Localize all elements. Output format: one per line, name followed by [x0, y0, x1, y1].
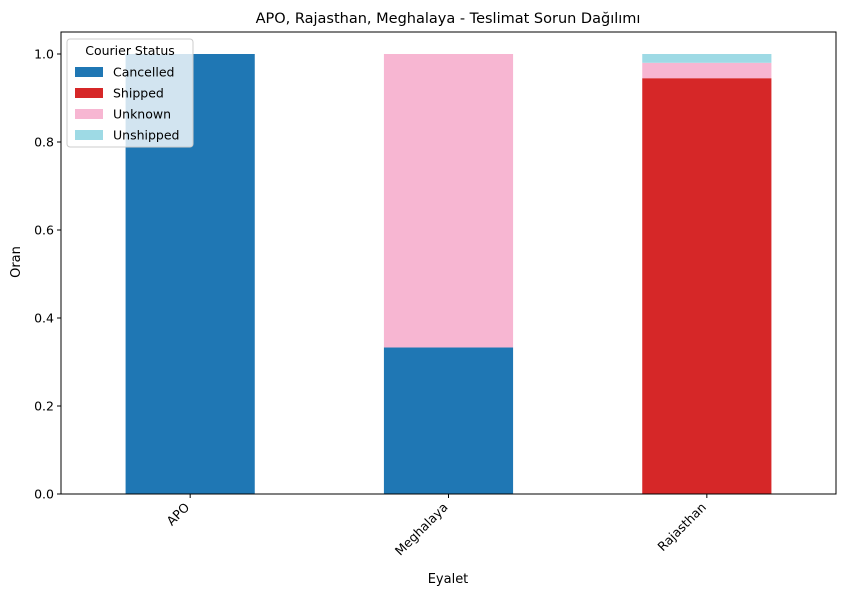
legend-swatch-cancelled — [75, 67, 103, 77]
bar-rajasthan-unknown — [642, 62, 772, 79]
y-tick-label: 0.8 — [34, 135, 54, 150]
bar-rajasthan-unshipped — [642, 54, 772, 63]
bars — [125, 54, 772, 494]
y-tick-label: 1.0 — [34, 47, 54, 62]
y-tick-label: 0.2 — [34, 399, 54, 414]
legend-label-cancelled: Cancelled — [113, 65, 174, 80]
legend: Courier Status Cancelled Shipped Unknown Uns… — [66, 38, 194, 148]
y-tick-label: 0.0 — [34, 487, 54, 502]
legend-label-unshipped: Unshipped — [113, 128, 179, 143]
legend-swatch-shipped — [75, 88, 103, 98]
legend-label-unknown: Unknown — [113, 107, 171, 122]
y-tick-label: 0.6 — [34, 223, 54, 238]
x-axis-label: Eyalet — [428, 572, 469, 587]
x-tick-label-apo: APO — [163, 499, 192, 528]
x-tick-label-rajasthan: Rajasthan — [654, 500, 709, 555]
bar-meghalaya-cancelled — [383, 347, 514, 494]
legend-title: Courier Status — [85, 43, 175, 58]
y-tick-label: 0.4 — [34, 311, 54, 326]
legend-box — [66, 38, 194, 148]
legend-swatch-unknown — [75, 109, 103, 119]
bar-meghalaya-unknown — [383, 54, 514, 348]
legend-swatch-unshipped — [75, 130, 103, 140]
x-tick-label-meghalaya: Meghalaya — [392, 500, 451, 559]
y-axis-label: Oran — [9, 246, 24, 278]
chart-title: APO, Rajasthan, Meghalaya - Teslimat Sor… — [256, 11, 641, 27]
legend-label-shipped: Shipped — [113, 86, 164, 101]
bar-rajasthan-shipped — [642, 78, 772, 494]
